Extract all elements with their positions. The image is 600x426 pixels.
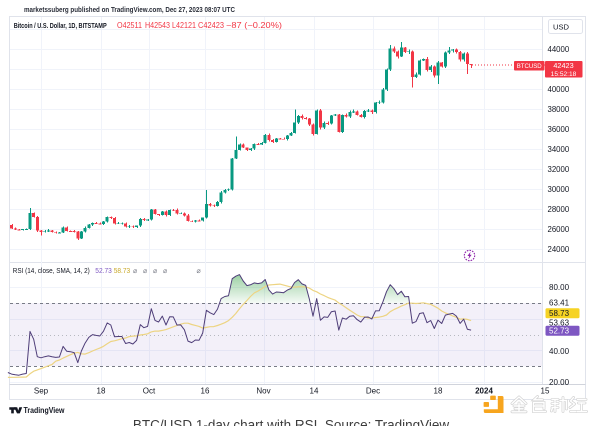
svg-text:⌀: ⌀ xyxy=(143,266,147,275)
svg-text:H42543: H42543 xyxy=(145,21,170,30)
svg-text:−87 (−0.20%): −87 (−0.20%) xyxy=(226,21,282,30)
svg-text:⌀: ⌀ xyxy=(153,266,157,275)
svg-text:53.63: 53.63 xyxy=(549,319,570,328)
svg-text:2024: 2024 xyxy=(475,387,493,396)
svg-text:30000: 30000 xyxy=(548,185,570,194)
svg-text:BTC/USD 1-day chart with RSI.: BTC/USD 1-day chart with RSI. Source: Tr… xyxy=(133,417,450,426)
svg-text:44000: 44000 xyxy=(548,45,570,54)
svg-text:15: 15 xyxy=(541,387,550,396)
svg-text:18: 18 xyxy=(97,387,106,396)
svg-text:58.73: 58.73 xyxy=(114,266,131,275)
svg-text:Bitcoin / U.S. Dollar, 1D, BIT: Bitcoin / U.S. Dollar, 1D, BITSTAMP xyxy=(14,21,107,30)
svg-text:Dec: Dec xyxy=(366,387,380,396)
svg-text:C42423: C42423 xyxy=(198,21,224,30)
svg-text:⌀: ⌀ xyxy=(197,266,201,275)
svg-text:15:52:18: 15:52:18 xyxy=(551,71,577,78)
svg-text:32000: 32000 xyxy=(548,165,570,174)
svg-text:34000: 34000 xyxy=(548,145,570,154)
svg-text:42423: 42423 xyxy=(553,61,573,70)
svg-text:L42121: L42121 xyxy=(172,21,196,30)
svg-text:36000: 36000 xyxy=(548,125,570,134)
svg-text:26000: 26000 xyxy=(548,225,570,234)
svg-text:Nov: Nov xyxy=(256,387,270,396)
svg-text:80.00: 80.00 xyxy=(549,283,570,292)
svg-text:20.00: 20.00 xyxy=(549,378,570,387)
svg-text:BTCUSD: BTCUSD xyxy=(517,63,542,70)
svg-text:⌀: ⌀ xyxy=(133,266,137,275)
svg-text:28000: 28000 xyxy=(548,205,570,214)
svg-text:18: 18 xyxy=(434,387,443,396)
svg-text:52.73: 52.73 xyxy=(549,327,570,336)
svg-text:O42511: O42511 xyxy=(117,21,142,30)
svg-text:24000: 24000 xyxy=(548,245,570,254)
svg-text:40.00: 40.00 xyxy=(549,347,570,356)
svg-text:16: 16 xyxy=(201,387,210,396)
svg-text:Oct: Oct xyxy=(143,387,156,396)
svg-text:TradingView: TradingView xyxy=(24,406,66,415)
svg-text:USD: USD xyxy=(553,22,570,31)
svg-text:58.73: 58.73 xyxy=(549,309,570,318)
svg-text:marketssuberg published on Tra: marketssuberg published on TradingView.c… xyxy=(24,5,235,14)
svg-text:38000: 38000 xyxy=(548,105,570,114)
svg-text:⌀: ⌀ xyxy=(163,266,167,275)
svg-text:40000: 40000 xyxy=(548,85,570,94)
svg-text:52.73: 52.73 xyxy=(95,266,112,275)
svg-text:14: 14 xyxy=(310,387,319,396)
svg-text:Sep: Sep xyxy=(34,387,49,396)
svg-text:63.41: 63.41 xyxy=(549,299,570,308)
svg-text:RSI (14, close, SMA, 14, 2): RSI (14, close, SMA, 14, 2) xyxy=(13,266,90,275)
